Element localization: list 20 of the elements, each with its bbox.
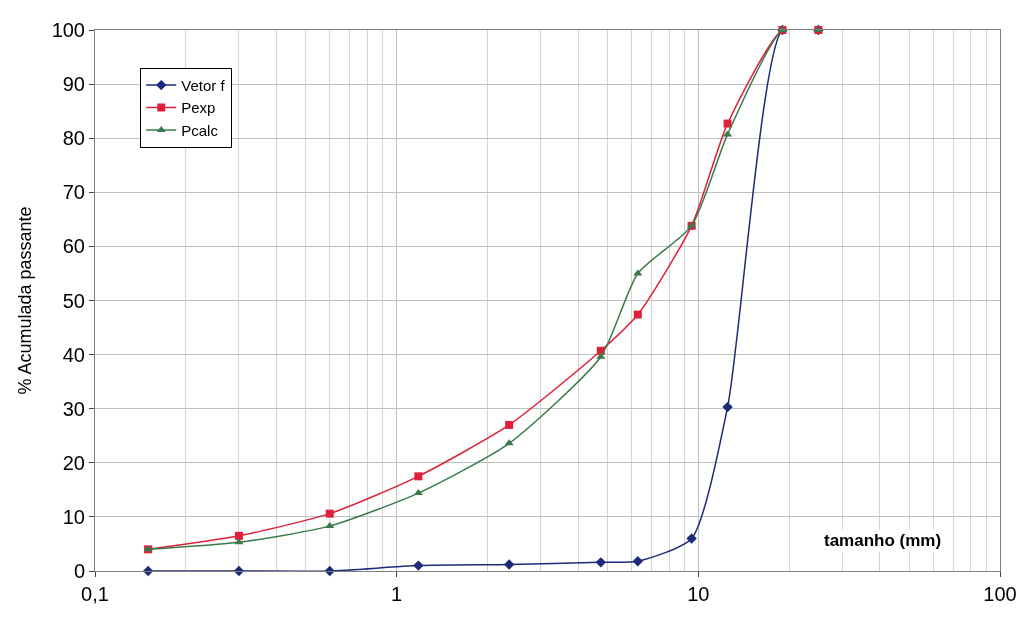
x-tick-label: 100 bbox=[983, 583, 1017, 605]
y-tick-label: 30 bbox=[62, 397, 85, 420]
x-axis-title: tamanho (mm) bbox=[824, 531, 942, 550]
x-tick-label: 1 bbox=[391, 583, 403, 605]
y-tick-label: 10 bbox=[62, 505, 85, 528]
y-tick-label: 60 bbox=[62, 235, 85, 258]
y-tick-label: 50 bbox=[62, 289, 85, 312]
x-tick-label: 0,1 bbox=[81, 583, 109, 605]
legend-label: Vetor f bbox=[181, 76, 226, 94]
y-tick-label: 40 bbox=[62, 343, 85, 366]
y-axis-title: % Acumulada passante bbox=[14, 206, 35, 395]
legend-label: Pcalc bbox=[181, 121, 219, 139]
y-tick-label: 70 bbox=[62, 181, 85, 204]
y-tick-label: 80 bbox=[62, 127, 85, 150]
y-tick-label: 100 bbox=[51, 19, 85, 41]
y-tick-label: 90 bbox=[62, 73, 85, 96]
y-tick-label: 0 bbox=[73, 560, 85, 582]
x-tick-label: 10 bbox=[687, 583, 710, 605]
legend-label: Pexp bbox=[181, 99, 216, 117]
y-tick-label: 20 bbox=[62, 451, 85, 474]
